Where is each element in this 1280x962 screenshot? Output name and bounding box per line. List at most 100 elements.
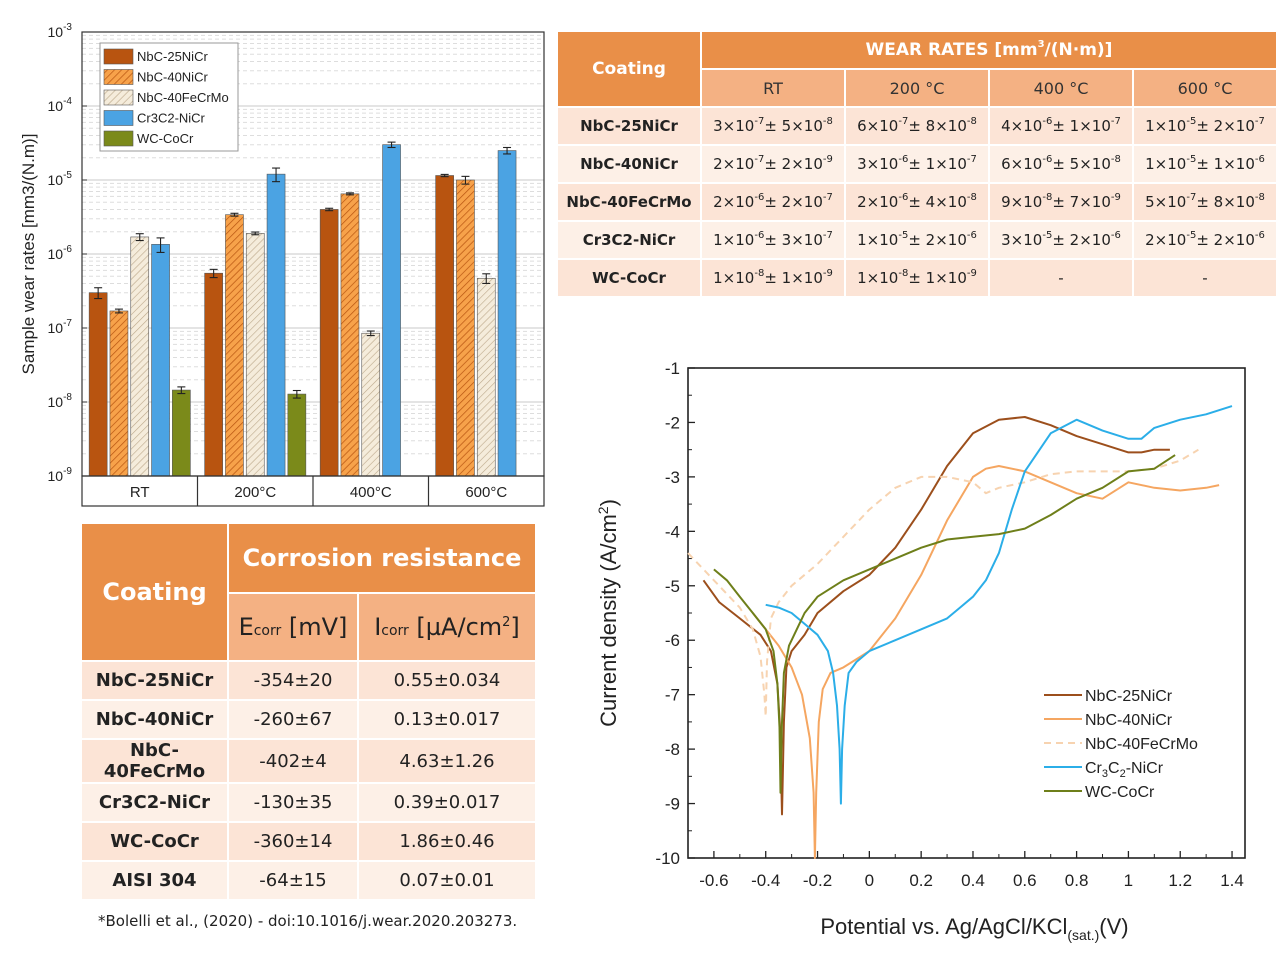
x-tick-label: -0.4 [751,871,780,890]
x-category-axis: RT 200°C 400°C 600°C [81,475,545,507]
wear-table-cell: 2×10-5± 2×10-6 [1134,222,1276,258]
y-axis-label: Sample wear rates [mm3/(N.m)] [19,134,38,375]
legend-label: NbC-25NiCr [1085,688,1173,705]
icorr-cell: 0.07±0.01 [359,862,535,899]
x-tick-label: 0.4 [961,871,985,890]
category-label: 200°C [234,484,276,501]
y-tick-label: -5 [665,577,680,596]
wear-table-cell: 2×10-6± 2×10-7 [702,184,844,220]
legend-swatch [103,110,134,126]
ecorr-cell: -130±35 [229,784,357,821]
x-tick-label: 0 [865,871,874,890]
table-row: Cr3C2-NiCr 1×10-6± 3×10-7 1×10-5± 2×10-6 3×… [558,222,1276,258]
icorr-cell: 4.63±1.26 [359,740,535,782]
y-tick-label: 10-8 [48,392,73,410]
y-tick-label: -6 [665,631,680,650]
x-tick-label: 1.2 [1168,871,1192,890]
polarization-curve-chart-svg: -0.6 -0.4 -0.2 0 0.2 0.4 0.6 0.8 1 1.2 1.4 -1 -2 -3 -4… [595,359,1246,943]
corrosion-table-row-label: AISI 304 [82,862,227,899]
y-tick-label: 10-4 [48,96,73,114]
wear-rate-bar-chart: 10-9 10-8 10-7 10-6 10-5 10-4 10-3 RT 200°C 400°C… [0,0,560,515]
y-tick-label: 10-3 [48,22,73,40]
corrosion-table-row-label: NbC-40NiCr [82,701,227,738]
y-tick-label: -4 [665,522,680,541]
legend-label: NbC-40NiCr [137,70,208,85]
ecorr-header: Ecorr [mV] [229,594,357,660]
polarization-curves [687,405,1233,859]
bar [130,236,150,477]
icorr-header: Icorr [µA/cm2] [359,594,535,660]
bar [204,272,223,477]
icorr-cell: 0.55±0.034 [359,662,535,699]
curve-line [702,416,1170,816]
wear-table-row-label: NbC-40FeCrMo [558,184,700,220]
x-tick-label: 0.2 [909,871,933,890]
wear-table-coating-header: Coating [558,32,700,106]
bar [245,233,265,477]
table-row: NbC-40NiCr 2×10-7± 2×10-9 3×10-6± 1×10-7 6×… [558,146,1276,182]
y-tick-label: -1 [665,359,680,378]
wear-table-row-label: NbC-25NiCr [558,108,700,144]
wear-table-cell: 4×10-6± 1×10-7 [990,108,1132,144]
curve-line [765,405,1233,805]
corrosion-table-coating-header: Coating [82,524,227,660]
wear-table-cell: 1×10-8± 1×10-9 [846,260,988,296]
wear-table-cell: 1×10-5± 1×10-6 [1134,146,1276,182]
wear-table-cell: 3×10-7± 5×10-8 [702,108,844,144]
wear-table-column-header: 200 °C [846,70,988,106]
table-row: NbC-25NiCr -354±20 0.55±0.034 [82,662,535,699]
bar-legend: NbC-25NiCr NbC-40NiCr NbC-40FeCrMo Cr3C2-Ni… [99,42,239,152]
legend-label: NbC-40FeCrMo [1085,736,1198,753]
bar [287,393,307,477]
x-tick-label: -0.2 [803,871,832,890]
y-axis-label: Current density (A/cm2) [595,499,621,727]
x-tick-label: 1 [1124,871,1133,890]
bar [476,277,496,477]
bar [266,173,286,477]
y-tick-label: -9 [665,795,680,814]
legend-label: WC-CoCr [1085,784,1155,801]
polarization-curve-chart: -0.6 -0.4 -0.2 0 0.2 0.4 0.6 0.8 1 1.2 1.4 -1 -2 -3 -4… [592,352,1252,957]
wear-table-cell: 2×10-6± 4×10-8 [846,184,988,220]
wear-table-column-header: RT [702,70,844,106]
corrosion-table-row-label: NbC-25NiCr [82,662,227,699]
bar [172,389,191,477]
wear-table-cell: 1×10-8± 1×10-9 [702,260,844,296]
wear-table-cell: 1×10-5± 2×10-7 [1134,108,1276,144]
wear-table-cell: 2×10-7± 2×10-9 [702,146,844,182]
bar [109,310,129,477]
corrosion-table-title: Corrosion resistance [229,524,535,592]
wear-table-row-label: NbC-40NiCr [558,146,700,182]
legend-swatch [103,89,134,106]
citation-note: *Bolelli et al., (2020) - doi:10.1016/j.… [98,912,518,930]
icorr-cell: 0.13±0.017 [359,701,535,738]
x-tick-label: 1.4 [1220,871,1244,890]
x-tick-label: 0.8 [1065,871,1089,890]
wear-table-cell: - [1134,260,1276,296]
y-tick-label: -10 [655,849,680,868]
x-axis-label: Potential vs. Ag/AgCl/KCl(sat.)(V) [820,914,1128,943]
ecorr-cell: -260±67 [229,701,357,738]
ecorr-cell: -354±20 [229,662,357,699]
wear-table-cell: 6×10-6± 5×10-8 [990,146,1132,182]
legend-label: NbC-25NiCr [137,49,208,64]
wear-table-cell: 1×10-5± 2×10-6 [846,222,988,258]
legend-label: WC-CoCr [137,131,194,146]
legend-label: NbC-40NiCr [1085,712,1173,729]
bar [435,175,454,477]
table-row: WC-CoCr -360±14 1.86±0.46 [82,823,535,860]
bar [225,214,244,477]
bar [456,179,475,477]
legend-label: Cr3C2-NiCr [1085,760,1164,780]
table-row: AISI 304 -64±15 0.07±0.01 [82,862,535,899]
category-label: RT [130,484,150,501]
legend-label: NbC-40FeCrMo [137,90,229,105]
corrosion-table-row-label: NbC-40FeCrMo [82,740,227,782]
ecorr-cell: -64±15 [229,862,357,899]
y-tick-label: 10-5 [48,170,73,188]
ecorr-cell: -360±14 [229,823,357,860]
wear-table-cell: - [990,260,1132,296]
corrosion-table-row-label: Cr3C2-NiCr [82,784,227,821]
wear-table-cell: 3×10-5± 2×10-6 [990,222,1132,258]
ecorr-cell: -402±4 [229,740,357,782]
